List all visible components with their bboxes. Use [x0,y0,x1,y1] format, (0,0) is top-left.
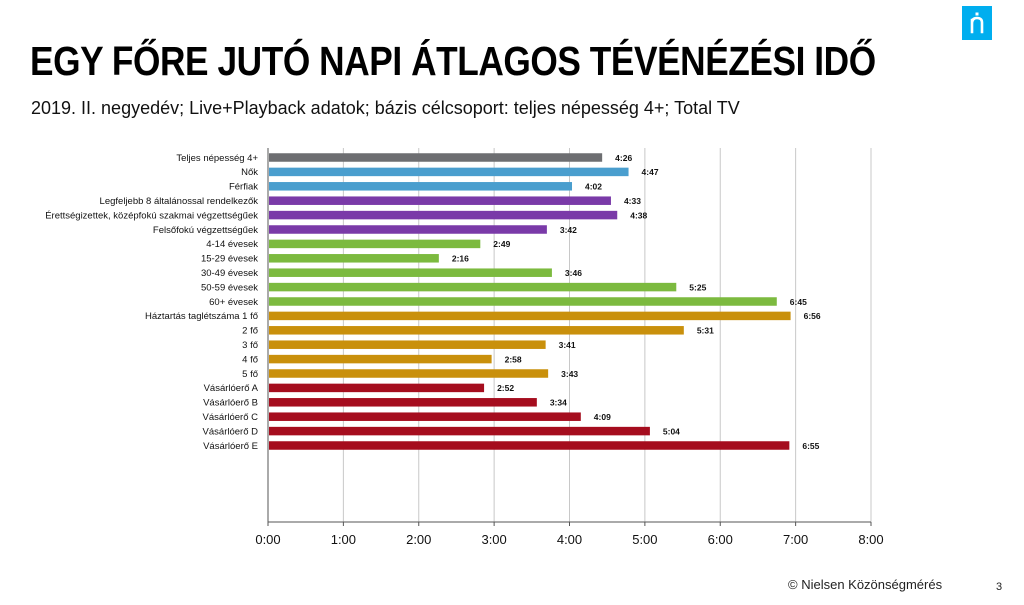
bar [269,268,552,277]
x-tick-label: 4:00 [557,532,582,547]
copyright-text: © Nielsen Közönségmérés [788,577,943,592]
category-label: 4-14 évesek [206,239,258,250]
category-label: Vásárlóerő E [203,441,258,452]
data-label: 6:55 [802,441,819,451]
x-tick-label: 3:00 [481,532,506,547]
category-label: 60+ évesek [209,297,258,308]
category-label: Háztartás taglétszáma 1 fő [145,311,258,322]
page-number: 3 [996,581,1003,593]
bar [269,354,492,364]
data-label: 5:25 [689,282,706,292]
bar [269,383,485,393]
bar [269,210,618,220]
data-label: 4:33 [624,196,641,206]
data-label: 3:46 [565,268,582,278]
category-label: Vásárlóerő A [204,383,259,394]
bar [269,297,777,306]
data-label: 5:31 [697,326,714,336]
bar [269,153,603,162]
category-label: Legfeljebb 8 általánossal rendelkezők [100,196,259,207]
bar [269,196,611,205]
bar [269,311,791,321]
category-label: 50-59 évesek [201,282,258,293]
data-label: 2:58 [505,354,522,364]
bar [269,282,677,292]
bar [269,441,790,450]
category-label: Nők [241,167,258,178]
data-label: 6:45 [790,297,807,307]
x-tick-label: 0:00 [255,532,280,547]
data-label: 3:43 [561,369,578,379]
category-label: 30-49 évesek [201,268,258,279]
data-label: 2:49 [493,239,510,249]
bar-chart: 0:00 1:00 2:00 3:00 4:00 5:00 6:00 7:00 8:00 Telj… [45,148,884,547]
data-label: 4:02 [585,182,602,192]
bar [269,412,581,421]
bar [269,167,629,177]
data-label: 2:52 [497,383,514,393]
category-label: 5 fő [242,369,258,380]
x-tick-label: 5:00 [632,532,657,547]
category-label: Vásárlóerő B [203,398,258,409]
category-label: 3 fő [242,340,258,351]
category-label: Teljes népesség 4+ [176,153,258,164]
bar [269,225,547,234]
data-label: 4:38 [630,210,647,220]
data-label: 4:09 [594,412,611,422]
category-label: Érettségizettek, középfokú szakmai végze… [45,210,258,221]
bar [269,426,650,436]
page-title: EGY FŐRE JUTÓ NAPI ÁTLAGOS TÉVÉNÉZÉSI ID… [30,38,876,84]
bar [269,326,684,335]
data-label: 5:04 [663,426,680,436]
x-tick-label: 7:00 [783,532,808,547]
category-label: Vásárlóerő C [203,412,259,423]
category-label: Felsőfokú végzettségűek [153,225,258,236]
page-subtitle: 2019. II. negyedév; Live+Playback adatok… [31,98,740,118]
bar [269,340,546,349]
x-tick-label: 2:00 [406,532,431,547]
bar [269,254,439,263]
x-tick-label: 8:00 [858,532,883,547]
bar [269,239,481,249]
category-label: Vásárlóerő D [203,426,259,437]
x-tick-label: 6:00 [708,532,733,547]
data-label: 3:34 [550,398,567,408]
data-label: 2:16 [452,254,469,264]
bar [269,182,573,191]
data-label: 4:47 [642,167,659,177]
data-label: 4:26 [615,153,632,163]
data-label: 3:41 [559,340,576,350]
bar [269,398,537,407]
category-label: 2 fő [242,326,258,337]
category-label: Férfiak [229,182,258,193]
category-label: 4 fő [242,354,258,365]
nielsen-logo-icon [962,6,992,40]
bar [269,369,549,378]
data-label: 3:42 [560,225,577,235]
x-tick-label: 1:00 [331,532,356,547]
category-label: 15-29 évesek [201,254,258,265]
data-label: 6:56 [804,311,821,321]
